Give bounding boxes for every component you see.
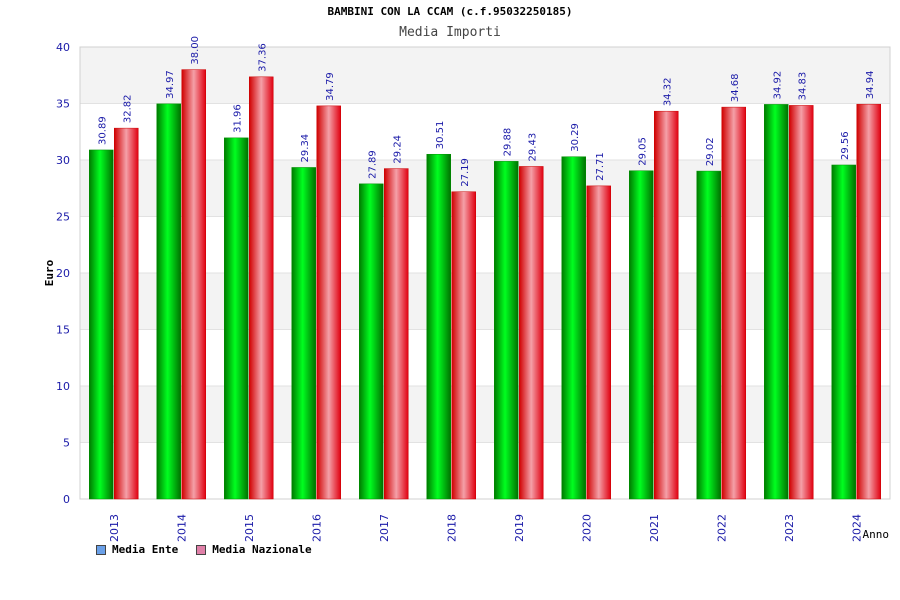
bar-media-ente bbox=[89, 149, 114, 500]
bar-media-ente bbox=[561, 156, 586, 500]
x-tick-label: 2022 bbox=[715, 514, 728, 542]
grid-band bbox=[80, 216, 890, 273]
bar-media-ente bbox=[156, 103, 181, 500]
grid-band bbox=[80, 386, 890, 443]
y-tick-label: 10 bbox=[56, 380, 70, 393]
x-tick-label: 2015 bbox=[243, 514, 256, 542]
data-label-ente: 34.92 bbox=[772, 71, 783, 100]
data-label-ente: 29.02 bbox=[705, 137, 716, 166]
data-label-nazionale: 27.19 bbox=[460, 158, 471, 187]
data-label-nazionale: 29.43 bbox=[527, 133, 538, 162]
y-tick-label: 35 bbox=[56, 98, 70, 111]
grid-band bbox=[80, 47, 890, 104]
x-tick-label: 2019 bbox=[513, 514, 526, 542]
data-label-nazionale: 29.24 bbox=[392, 135, 403, 164]
data-label-nazionale: 38.00 bbox=[190, 36, 201, 65]
data-label-nazionale: 37.36 bbox=[257, 43, 268, 72]
bar-media-nazionale bbox=[721, 106, 746, 500]
y-tick-label: 40 bbox=[56, 41, 70, 54]
data-label-nazionale: 34.94 bbox=[865, 71, 876, 100]
grid-band bbox=[80, 329, 890, 386]
y-tick-label: 25 bbox=[56, 211, 70, 224]
data-label-ente: 29.56 bbox=[840, 131, 851, 160]
chart-subtitle: Media Importi bbox=[399, 25, 501, 40]
bar-media-nazionale bbox=[789, 105, 814, 500]
y-tick-label: 20 bbox=[56, 267, 70, 280]
legend-item-ente: Media Ente bbox=[96, 543, 178, 556]
x-tick-label: 2020 bbox=[580, 514, 593, 542]
x-tick-label: 2018 bbox=[445, 514, 458, 542]
bar-media-nazionale bbox=[856, 103, 881, 500]
y-tick-label: 0 bbox=[63, 493, 70, 506]
bar-media-ente bbox=[831, 164, 856, 500]
bar-media-ente bbox=[494, 161, 519, 500]
data-label-ente: 29.34 bbox=[300, 134, 311, 163]
data-label-nazionale: 34.83 bbox=[797, 72, 808, 101]
bar-media-ente bbox=[291, 167, 316, 500]
bar-media-nazionale bbox=[654, 110, 679, 500]
data-label-ente: 30.29 bbox=[570, 123, 581, 152]
bar-media-nazionale bbox=[249, 76, 274, 500]
data-label-nazionale: 32.82 bbox=[122, 94, 133, 123]
y-tick-label: 5 bbox=[63, 437, 70, 450]
data-label-nazionale: 34.79 bbox=[325, 72, 336, 101]
legend-swatch-nazionale bbox=[196, 544, 207, 555]
bar-media-ente bbox=[696, 170, 721, 500]
chart-legend: Media Ente Media Nazionale bbox=[96, 543, 312, 556]
bar-media-ente bbox=[764, 104, 789, 500]
bar-media-nazionale bbox=[451, 191, 476, 500]
legend-item-nazionale: Media Nazionale bbox=[196, 543, 312, 556]
data-label-ente: 31.96 bbox=[232, 104, 243, 133]
y-axis-label: Euro bbox=[43, 259, 56, 286]
bar-media-nazionale bbox=[316, 105, 341, 500]
x-tick-label: 2014 bbox=[175, 514, 188, 542]
y-tick-label: 15 bbox=[56, 324, 70, 337]
bar-media-nazionale bbox=[181, 69, 206, 500]
data-label-ente: 30.51 bbox=[435, 121, 446, 150]
data-label-nazionale: 27.71 bbox=[595, 152, 606, 181]
x-tick-label: 2017 bbox=[378, 514, 391, 542]
grid-band bbox=[80, 103, 890, 160]
x-tick-label: 2021 bbox=[648, 514, 661, 542]
bar-media-ente bbox=[629, 170, 654, 500]
data-label-ente: 29.88 bbox=[502, 128, 513, 157]
data-label-ente: 30.89 bbox=[97, 116, 108, 145]
bar-media-ente bbox=[426, 153, 451, 500]
legend-swatch-ente bbox=[96, 544, 106, 555]
y-tick-label: 30 bbox=[56, 154, 70, 167]
bar-media-ente bbox=[359, 183, 384, 500]
bar-media-nazionale bbox=[384, 168, 409, 500]
data-label-ente: 34.97 bbox=[165, 70, 176, 99]
x-tick-label: 2023 bbox=[783, 514, 796, 542]
grid-band bbox=[80, 442, 890, 499]
x-tick-label: 2013 bbox=[108, 514, 121, 542]
chart-title: BAMBINI CON LA CCAM (c.f.95032250185) bbox=[327, 5, 573, 18]
bar-media-ente bbox=[224, 137, 249, 500]
legend-label-nazionale: Media Nazionale bbox=[212, 543, 312, 556]
x-tick-label: 2016 bbox=[310, 514, 323, 542]
bar-media-nazionale bbox=[519, 166, 544, 500]
data-label-ente: 29.05 bbox=[637, 137, 648, 166]
x-tick-label: 2024 bbox=[850, 514, 863, 542]
bar-media-nazionale bbox=[586, 185, 611, 500]
bar-media-nazionale bbox=[114, 127, 139, 500]
legend-label-ente: Media Ente bbox=[112, 543, 179, 556]
x-axis-label: Anno bbox=[863, 528, 890, 541]
data-label-nazionale: 34.68 bbox=[730, 73, 741, 102]
data-label-ente: 27.89 bbox=[367, 150, 378, 179]
data-label-nazionale: 34.32 bbox=[662, 78, 673, 107]
plot-frame bbox=[79, 46, 891, 500]
grid-band bbox=[80, 273, 890, 330]
grid-band bbox=[80, 160, 890, 217]
